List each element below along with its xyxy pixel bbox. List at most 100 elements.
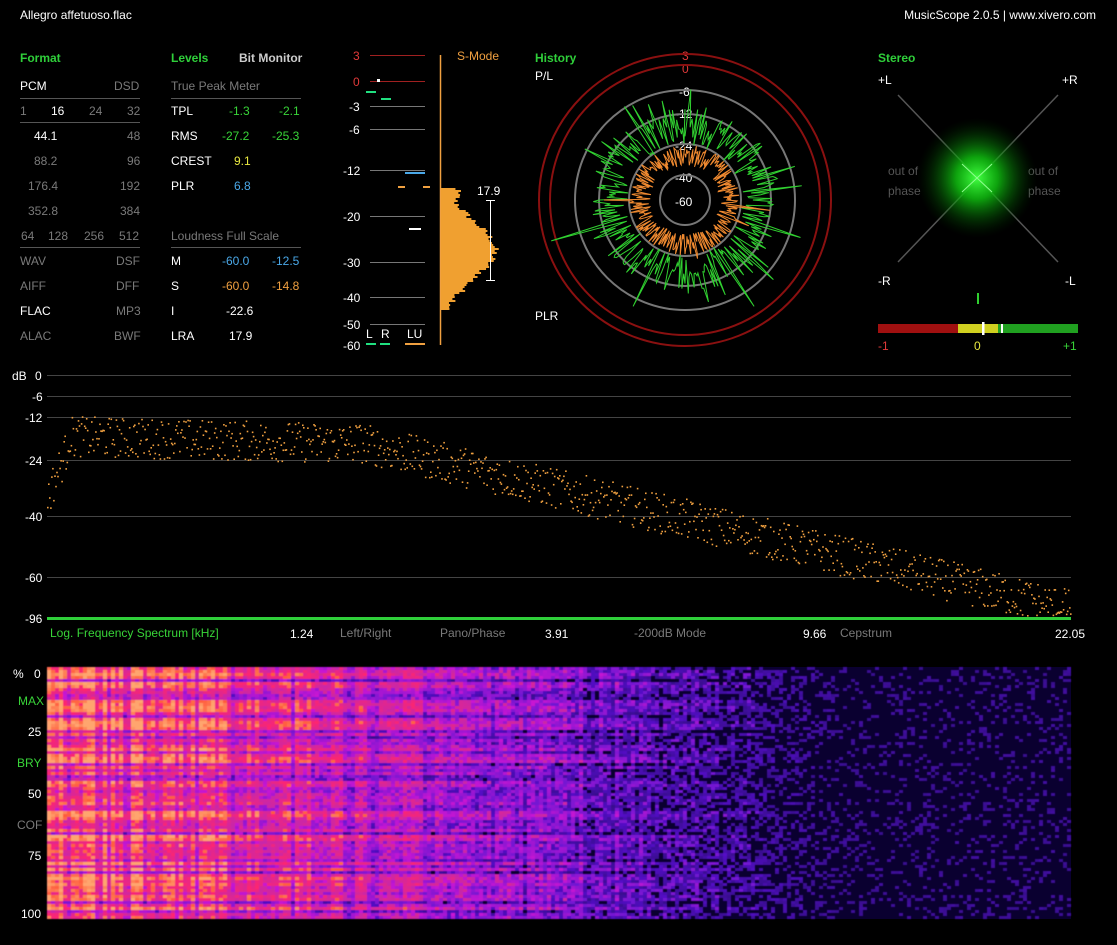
tpl-right: -2.1: [279, 104, 300, 118]
spectrum-x-3: 9.66: [803, 627, 827, 641]
lra-value: 17.9: [229, 329, 253, 343]
rate-384: 384: [120, 204, 141, 218]
spectrum-y-12: -12: [25, 411, 43, 425]
meter-scale-m30: -30: [343, 256, 361, 270]
spectrum-points: [47, 416, 1072, 617]
sg-label-cof[interactable]: COF: [17, 818, 43, 832]
spectrum-x-2: 3.91: [545, 627, 569, 641]
sg-label-25: 25: [28, 725, 42, 739]
stereo-plus-l: +L: [878, 73, 892, 87]
rate-88: 88.2: [34, 154, 58, 168]
format-pcm[interactable]: PCM: [20, 79, 47, 93]
tpl-left: -1.3: [229, 104, 250, 118]
dsd-512: 512: [119, 229, 140, 243]
format-dsd[interactable]: DSD: [114, 79, 140, 93]
corr-label-minus1: -1: [878, 339, 889, 353]
corr-label-plus1: +1: [1063, 339, 1077, 353]
ring-label-m6: -6: [679, 85, 690, 99]
rate-48: 48: [127, 129, 141, 143]
pano-phase-button[interactable]: Pano/Phase: [440, 626, 506, 640]
meter-scale-m50: -50: [343, 318, 361, 332]
s-label: S: [171, 279, 180, 293]
correlation-peak: [1001, 324, 1003, 333]
corr-label-0: 0: [974, 339, 981, 353]
sg-label-pct: %: [13, 667, 24, 681]
rate-96: 96: [127, 154, 141, 168]
history-pl-label: P/L: [535, 69, 554, 83]
file-title: Allegro affetuoso.flac: [20, 8, 132, 22]
history-plr-label: PLR: [535, 309, 559, 323]
stereo-cross: [961, 163, 993, 193]
loudness-title: Loudness Full Scale: [171, 229, 280, 243]
spectrum-y-0: 0: [35, 369, 42, 383]
dsd-128: 128: [48, 229, 69, 243]
spectrum-mode-button[interactable]: Log. Frequency Spectrum [kHz]: [50, 626, 219, 640]
lra-label: LRA: [171, 329, 195, 343]
format-header: Format: [20, 51, 61, 65]
rate-44: 44.1: [34, 129, 58, 143]
200db-mode-button[interactable]: -200dB Mode: [634, 626, 707, 640]
sg-label-0: 0: [34, 667, 41, 681]
history-rings: [538, 53, 832, 347]
true-peak-title: True Peak Meter: [171, 79, 260, 93]
spectrum-x-1: 1.24: [290, 627, 314, 641]
plr-value: 6.8: [234, 179, 251, 193]
channel-l: L: [366, 327, 373, 341]
bit-monitor-tab[interactable]: Bit Monitor: [239, 51, 303, 65]
s-mode-button[interactable]: S-Mode: [457, 49, 500, 63]
spectrum-y-40: -40: [25, 510, 43, 524]
balance-marker: [977, 293, 979, 304]
rms-label: RMS: [171, 129, 198, 143]
stereo-plus-r: +R: [1062, 73, 1078, 87]
oop-left-1: out of: [888, 164, 919, 178]
sg-label-bry[interactable]: BRY: [17, 756, 42, 770]
type-alac: ALAC: [20, 329, 52, 343]
type-aiff: AIFF: [20, 279, 46, 293]
bits-24: 24: [89, 104, 103, 118]
correlation-meter[interactable]: [878, 322, 1078, 335]
lra-bracket: [486, 200, 495, 281]
cepstrum-button[interactable]: Cepstrum: [840, 626, 893, 640]
type-wav: WAV: [20, 254, 46, 268]
correlation-indicator: [982, 322, 985, 335]
app-title: MusicScope 2.0.5 | www.xivero.com: [904, 8, 1096, 22]
ring-label-m60: -60: [675, 195, 693, 209]
peak-markers: [366, 79, 430, 345]
channel-r: R: [381, 327, 390, 341]
meter-gridlines: [370, 55, 425, 325]
channel-lu: LU: [407, 327, 423, 341]
crest-value: 9.1: [234, 154, 251, 168]
spectrum-y-24: -24: [25, 454, 43, 468]
plr-label: PLR: [171, 179, 195, 193]
ring-label-0: 0: [682, 62, 689, 76]
i-label: I: [171, 304, 175, 318]
meter-scale-3: 3: [353, 49, 360, 63]
meter-scale-m20: -20: [343, 210, 361, 224]
loudness-histogram: [441, 188, 499, 310]
meter-scale-m6: -6: [349, 123, 360, 137]
history-header: History: [535, 51, 577, 65]
m-label: M: [171, 254, 181, 268]
dsd-64: 64: [21, 229, 35, 243]
left-right-button[interactable]: Left/Right: [340, 626, 392, 640]
m-value-a: -60.0: [222, 254, 250, 268]
lra-readout: 17.9: [477, 184, 501, 198]
oop-left-2: phase: [888, 184, 921, 198]
i-value: -22.6: [226, 304, 254, 318]
type-bwf: BWF: [114, 329, 141, 343]
dsd-256: 256: [84, 229, 105, 243]
sg-label-50: 50: [28, 787, 42, 801]
sg-label-75: 75: [28, 849, 42, 863]
m-value-b: -12.5: [272, 254, 300, 268]
rms-right: -25.3: [272, 129, 300, 143]
spectrum-y-60: -60: [25, 571, 43, 585]
stereo-minus-r: -R: [878, 274, 891, 288]
meter-scale-m40: -40: [343, 291, 361, 305]
sg-label-100: 100: [21, 907, 42, 921]
bits-16: 16: [51, 104, 65, 118]
spectrum-y-6: -6: [32, 390, 43, 404]
sg-label-max[interactable]: MAX: [18, 694, 45, 708]
spectrum-y-96: -96: [25, 612, 43, 626]
meter-scale-m12: -12: [343, 164, 361, 178]
